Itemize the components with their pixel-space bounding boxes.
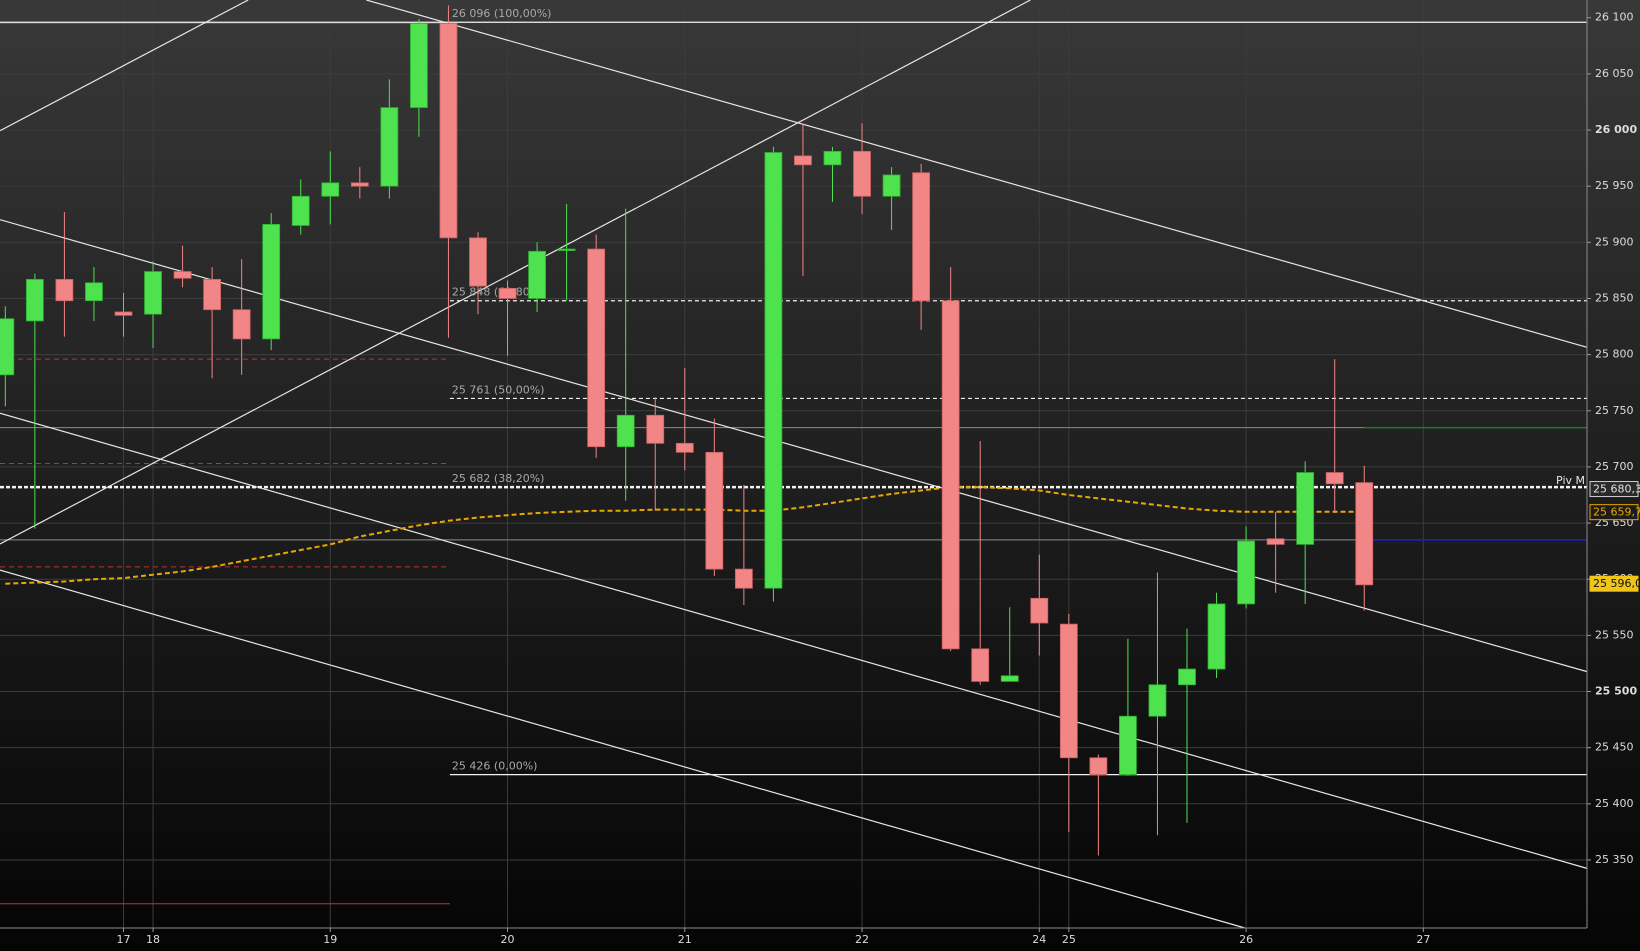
x-tick-label: 24 (1032, 933, 1046, 946)
candle-body (1000, 675, 1019, 682)
y-tick-label: 25 450 (1595, 741, 1634, 754)
x-tick-label: 18 (146, 933, 160, 946)
candle-body (912, 172, 931, 302)
candle-body (557, 248, 576, 251)
candle-body (25, 278, 44, 322)
x-tick-label: 27 (1416, 933, 1430, 946)
trendline (0, 569, 1246, 929)
candle-body (321, 182, 340, 197)
candle-body (1296, 472, 1315, 545)
y-tick-label: 25 550 (1595, 628, 1634, 641)
price-marker (1589, 481, 1639, 498)
candle-body (1325, 472, 1344, 485)
candle-body (675, 442, 694, 453)
candle-body (1207, 603, 1226, 670)
candle-body (262, 223, 281, 340)
x-tick-label: 26 (1239, 933, 1253, 946)
x-tick-label: 25 (1062, 933, 1076, 946)
candle-body (85, 282, 103, 302)
candle-body (1089, 757, 1108, 776)
candle-body (1266, 538, 1285, 545)
candle-body (823, 150, 842, 166)
trendline (0, 0, 1031, 545)
y-tick-label: 25 950 (1595, 179, 1634, 192)
candle-body (941, 300, 960, 650)
candle-body (1237, 540, 1255, 605)
candle-body (350, 182, 369, 187)
fib-label: 25 761 (50,00%) (452, 383, 545, 396)
y-tick-label: 26 100 (1595, 11, 1634, 24)
moving-average (5, 486, 1365, 585)
candle-body (1148, 684, 1167, 717)
candle-body (144, 271, 162, 315)
price-marker-label: 25 659,7 (1593, 506, 1640, 519)
candle-body (646, 414, 665, 444)
candle-body (410, 22, 428, 108)
trendline (0, 412, 1588, 869)
candle-body (380, 107, 399, 187)
candle-body (764, 152, 783, 589)
candle-body (1178, 668, 1196, 686)
candle-body (469, 237, 487, 287)
x-tick-label: 19 (323, 933, 337, 946)
price-marker (1589, 504, 1639, 521)
price-marker (1589, 575, 1639, 592)
candle-body (794, 155, 812, 166)
pivot-label: Piv M (1556, 474, 1585, 487)
candle-body (1355, 482, 1374, 586)
fib-label: 25 426 (0,00%) (452, 760, 538, 773)
candle-body (853, 150, 871, 197)
candle-body (705, 451, 724, 570)
x-tick-label: 22 (855, 933, 869, 946)
candle-body (734, 568, 753, 589)
y-tick-label: 25 700 (1595, 460, 1634, 473)
candle-body (1119, 715, 1137, 776)
y-tick-label: 25 500 (1595, 685, 1637, 698)
x-tick-label: 20 (501, 933, 515, 946)
candle-body (528, 250, 546, 299)
candle-body (587, 248, 606, 448)
candle-body (203, 278, 222, 311)
price-marker-label: 25 680,3 (1593, 483, 1640, 496)
price-marker-label: 25 596,0 (1593, 577, 1640, 590)
y-tick-label: 26 050 (1595, 67, 1634, 80)
candle-body (498, 287, 517, 299)
y-tick-label: 25 350 (1595, 853, 1634, 866)
candle-body (114, 311, 133, 316)
fib-label: 25 848 (61,80%) (452, 286, 545, 299)
x-tick-label: 21 (678, 933, 692, 946)
y-tick-label: 25 900 (1595, 235, 1634, 248)
candle-body (1030, 597, 1049, 624)
y-tick-label: 25 800 (1595, 348, 1634, 361)
fib-label: 25 682 (38,20%) (452, 472, 545, 485)
y-tick-label: 26 000 (1595, 123, 1637, 136)
y-tick-label: 25 750 (1595, 404, 1634, 417)
candle-body (291, 195, 310, 226)
x-tick-label: 17 (116, 933, 130, 946)
candle-body (616, 414, 635, 448)
candle-body (55, 278, 74, 302)
candle-body (971, 648, 990, 682)
y-tick-label: 25 400 (1595, 797, 1634, 810)
candle-body (232, 309, 251, 340)
candle-body (0, 318, 15, 376)
candle-body (173, 271, 192, 279)
candle-body (882, 174, 901, 197)
y-tick-label: 25 850 (1595, 291, 1634, 304)
fib-label: 26 096 (100,00%) (452, 7, 552, 20)
candle-body (1059, 623, 1078, 759)
candle-body (439, 22, 458, 239)
trendline (366, 0, 1588, 348)
